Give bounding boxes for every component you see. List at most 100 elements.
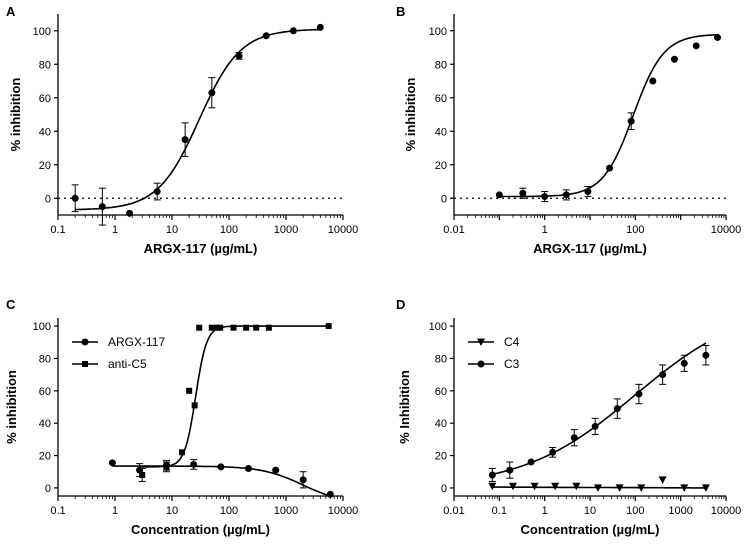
x-tick-label: 10000 (328, 505, 359, 517)
data-point (316, 23, 324, 31)
data-point (714, 33, 722, 41)
data-point (570, 434, 578, 442)
legend: ARGX-117 anti-C5 (72, 335, 165, 371)
data-point (549, 448, 557, 456)
y-tick-label: 100 (429, 321, 447, 333)
series-anti-c5 (138, 323, 332, 482)
data-point (153, 188, 161, 196)
data-point (179, 449, 186, 456)
x-tick-label: 1 (112, 224, 118, 236)
data-point (265, 324, 272, 331)
y-tick-label: 40 (39, 418, 51, 430)
data-point (551, 482, 560, 491)
x-tick-label: 1 (542, 505, 548, 517)
series-0 (495, 33, 722, 203)
series-c4 (488, 476, 710, 492)
fit-curve (75, 28, 321, 211)
fit-curve (492, 342, 707, 476)
legend-marker (477, 338, 485, 346)
y-tick-label: 80 (435, 59, 447, 71)
data-point (530, 482, 539, 491)
y-tick-label: 80 (435, 353, 447, 365)
y-tick-label: 100 (429, 26, 447, 38)
y-axis-title: % Inhibition (397, 370, 412, 444)
y-tick-label: 60 (39, 386, 51, 398)
data-point (190, 460, 198, 468)
y-axis-title: % inhibition (4, 370, 19, 444)
y-tick-label: 60 (435, 93, 447, 105)
x-axis-title: Concentration (µg/mL) (131, 522, 270, 537)
y-tick-label: 20 (435, 160, 447, 172)
data-point (488, 471, 496, 479)
data-point (508, 482, 517, 491)
panel-letter: D (396, 297, 405, 312)
chart-panel-a (54, 14, 344, 226)
data-point (658, 476, 667, 484)
data-point (692, 42, 700, 50)
data-point (191, 402, 198, 409)
y-tick-label: 0 (45, 483, 51, 495)
data-point (243, 324, 250, 331)
chart-panel-b (450, 14, 727, 220)
data-point (126, 209, 134, 217)
data-point (591, 422, 599, 430)
data-point (627, 117, 635, 125)
x-tick-label: 100 (626, 505, 644, 517)
data-point (572, 482, 581, 491)
data-point (606, 164, 614, 172)
y-tick-label: 80 (39, 353, 51, 365)
y-tick-label: 60 (39, 93, 51, 105)
x-tick-label: 10000 (328, 224, 359, 236)
x-tick-label: 10 (166, 505, 178, 517)
y-tick-label: 40 (39, 126, 51, 138)
data-point (230, 324, 237, 331)
data-point (326, 490, 334, 498)
data-point (245, 464, 253, 472)
data-point (541, 193, 549, 201)
y-tick-label: 20 (39, 451, 51, 463)
legend: C4 C3 (468, 335, 520, 371)
y-tick-label: 20 (39, 160, 51, 172)
panel-letter: C (6, 297, 16, 312)
y-tick-label: 60 (435, 386, 447, 398)
x-tick-label: 10 (584, 505, 596, 517)
data-point (163, 463, 170, 470)
data-point (613, 405, 621, 413)
y-tick-label: 20 (435, 451, 447, 463)
x-tick-label: 100 (220, 224, 238, 236)
series-c3 (488, 342, 710, 482)
data-point (253, 324, 260, 331)
data-point (519, 189, 527, 197)
x-tick-label: 10 (166, 224, 178, 236)
data-point (615, 484, 624, 492)
legend-label: ARGX-117 (108, 335, 165, 349)
legend-marker (81, 338, 89, 346)
panel-letter: A (6, 4, 16, 19)
x-tick-label: 1000 (274, 224, 298, 236)
x-tick-label: 0.1 (492, 505, 507, 517)
data-point (527, 458, 535, 466)
x-tick-label: 10000 (711, 505, 742, 517)
data-point (702, 351, 710, 359)
y-tick-label: 100 (33, 321, 51, 333)
data-point (562, 191, 570, 199)
data-point (680, 484, 689, 492)
data-point (235, 52, 243, 60)
fit-curve (142, 325, 329, 468)
x-tick-label: 100 (626, 224, 644, 236)
data-point (506, 466, 514, 474)
data-point (208, 89, 216, 97)
data-point (108, 459, 116, 467)
x-tick-label: 0.1 (50, 505, 65, 517)
data-point (670, 55, 678, 63)
data-point (213, 324, 220, 331)
data-point (139, 471, 146, 478)
data-point (98, 203, 106, 211)
data-point (325, 323, 332, 330)
chart-panel-d: C4 C3 (450, 318, 727, 501)
data-point (299, 476, 307, 484)
data-point (635, 390, 643, 398)
legend-label: C3 (504, 357, 520, 371)
legend-marker (82, 361, 88, 367)
data-point (217, 324, 224, 331)
